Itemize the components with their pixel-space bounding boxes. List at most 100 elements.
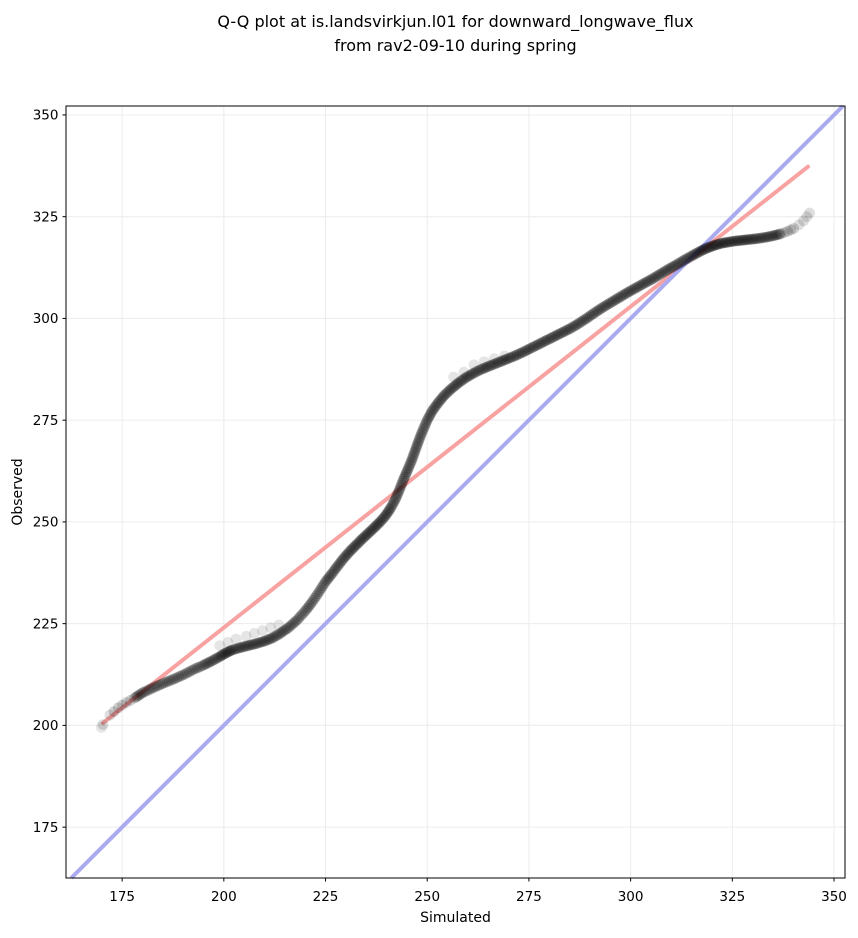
quantile-point xyxy=(228,644,240,655)
quantile-point xyxy=(376,513,388,525)
quantile-point xyxy=(356,533,368,545)
quantile-point xyxy=(349,540,361,552)
quantile-point xyxy=(710,239,722,251)
quantile-point xyxy=(340,550,352,561)
quantile-point xyxy=(429,401,441,413)
quantile-point xyxy=(676,256,687,268)
quantile-point xyxy=(322,573,334,584)
quantile-point xyxy=(537,336,549,348)
quantile-point xyxy=(645,274,656,286)
quantile-point xyxy=(782,225,793,237)
quantile-point xyxy=(173,671,185,683)
quantile-point xyxy=(430,400,442,412)
quantile-point xyxy=(614,291,625,303)
axis-ticks xyxy=(62,114,835,882)
quantile-point xyxy=(651,270,663,282)
quantile-point xyxy=(510,350,521,361)
quantile-point xyxy=(161,676,173,688)
quantile-point xyxy=(97,719,109,730)
quantile-point xyxy=(204,656,216,668)
quantile-point xyxy=(331,562,342,573)
quantile-point xyxy=(201,658,213,669)
quantile-point xyxy=(165,674,177,686)
quantile-point xyxy=(770,229,782,241)
quantile-point xyxy=(583,311,595,323)
quantile-point xyxy=(444,384,456,396)
quantile-point xyxy=(602,298,614,310)
quantile-point xyxy=(568,320,580,332)
quantile-point xyxy=(159,677,171,689)
quantile-point xyxy=(570,319,582,331)
quantile-point xyxy=(163,675,175,687)
quantile-point xyxy=(149,681,161,693)
quantile-point xyxy=(615,290,627,302)
quantile-point xyxy=(416,428,427,439)
scatter-points xyxy=(96,207,815,733)
quantile-point xyxy=(761,231,772,243)
quantile-point xyxy=(283,621,295,633)
identity-line-group xyxy=(69,104,845,880)
quantile-point xyxy=(532,339,544,350)
quantile-point xyxy=(265,622,276,634)
quantile-point xyxy=(667,261,679,272)
quantile-point xyxy=(628,283,640,295)
quantile-point xyxy=(399,470,411,481)
quantile-point xyxy=(130,691,142,703)
quantile-point xyxy=(255,636,267,648)
quantile-point xyxy=(523,344,534,355)
quantile-point xyxy=(171,672,183,683)
quantile-point xyxy=(296,609,308,620)
quantile-point xyxy=(484,360,495,372)
quantile-point xyxy=(371,519,382,531)
quantile-point xyxy=(743,234,755,245)
quantile-point xyxy=(155,679,167,690)
x-tick-label: 275 xyxy=(516,889,542,905)
quantile-point xyxy=(431,398,443,410)
quantile-point xyxy=(515,347,526,359)
quantile-point xyxy=(749,233,761,245)
quantile-point xyxy=(742,234,753,246)
quantile-point xyxy=(451,378,463,390)
quantile-point xyxy=(239,641,251,652)
quantile-point xyxy=(414,432,426,444)
quantile-point xyxy=(575,316,586,328)
quantile-point xyxy=(408,448,420,460)
quantile-point xyxy=(153,679,165,691)
quantile-point xyxy=(294,611,306,622)
quantile-point xyxy=(703,242,714,253)
x-axis-label: Simulated xyxy=(420,910,491,926)
quantile-point xyxy=(630,282,642,294)
quantile-point xyxy=(526,342,538,354)
x-tick-label: 325 xyxy=(719,889,745,905)
quantile-point xyxy=(370,521,381,532)
quantile-point xyxy=(474,364,486,376)
quantile-point xyxy=(440,388,452,400)
quantile-point xyxy=(220,647,232,659)
quantile-point xyxy=(466,368,477,380)
quantile-point xyxy=(135,688,147,700)
quantile-point xyxy=(398,473,409,485)
quantile-point xyxy=(264,633,275,645)
quantile-point xyxy=(624,286,635,297)
x-tick-label: 175 xyxy=(109,889,135,905)
quantile-point xyxy=(108,706,120,717)
quantile-point xyxy=(495,356,507,367)
quantile-point xyxy=(547,331,559,343)
quantile-point xyxy=(379,511,390,523)
quantile-point xyxy=(492,357,503,369)
quantile-point xyxy=(333,558,345,570)
quantile-point xyxy=(426,406,437,418)
quantile-point xyxy=(336,555,347,567)
quantile-point xyxy=(293,612,305,624)
identity-line xyxy=(69,104,845,880)
quantile-point xyxy=(257,625,268,636)
quantile-point xyxy=(278,625,290,637)
quantile-point xyxy=(290,616,301,627)
quantile-point xyxy=(704,241,716,253)
quantile-point xyxy=(167,674,179,685)
quantile-point xyxy=(671,259,682,271)
plot-title-line2: from rav2-09-10 during spring xyxy=(334,36,576,55)
quantile-point xyxy=(690,248,702,260)
quantile-point xyxy=(475,363,487,375)
quantile-point xyxy=(222,637,234,648)
